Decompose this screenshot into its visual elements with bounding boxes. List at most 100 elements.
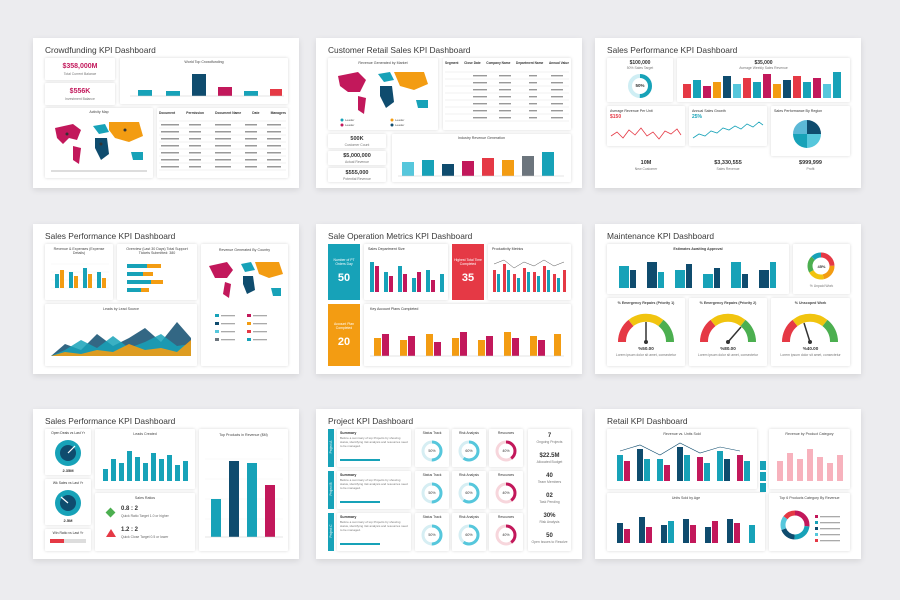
warning-triangle-icon (106, 529, 116, 537)
donut-chart (421, 524, 443, 546)
stat-card-investment: $556K Investment Balance (45, 83, 115, 105)
summary-card: Summary Before a summary of top Projects… (337, 471, 411, 509)
slide-sales-performance-2[interactable]: Sales Performance KPI Dashboard Revenue … (33, 224, 299, 374)
world-map (51, 122, 147, 172)
slide-sale-operation[interactable]: Sale Operation Metrics KPI Dashboard Num… (316, 224, 582, 374)
top-categories-card: Top 6 Products Category By Revenue (769, 493, 850, 551)
slide-title: Sales Performance KPI Dashboard (45, 416, 176, 426)
pie-chart (793, 120, 821, 148)
card-title: Status Track (422, 431, 442, 435)
slide-sales-performance-3[interactable]: Sales Performance KPI Dashboard Open Dea… (33, 409, 299, 559)
bar-chart (398, 152, 564, 177)
slide-customer-retail[interactable]: Customer Retail Sales KPI Dashboard Reve… (316, 38, 582, 188)
donut-value: 40% (502, 491, 510, 495)
table-header-cell: Company Name (486, 61, 511, 65)
chart-title: Sales Department Size (368, 247, 405, 251)
kpi-value: 20 (337, 336, 351, 348)
project-tab[interactable]: Project C (328, 513, 334, 551)
progress-bar (50, 539, 86, 543)
sales-ratios-card: Sales Ratios 0.8 : 2 Quick Ratio Target … (95, 493, 195, 551)
status-track-card: Status Track 50% (415, 513, 449, 551)
stat-value: 30% (543, 513, 556, 519)
gauge-value: 2.5M (63, 518, 73, 523)
stat-customer-count: 500K Customer Count (328, 134, 386, 148)
chart-title: Revenue vs. Units Sold (663, 432, 701, 436)
donut-value: 50% (428, 449, 436, 453)
activity-map-card: Activity Map (45, 108, 153, 178)
risk-analysis-card: Risk Analysis 60% (452, 429, 486, 467)
stat-value: $3,330,555 (714, 160, 742, 166)
gauge-chart (781, 313, 839, 344)
table-header-cell: Date (252, 111, 260, 115)
slide-sales-performance-1[interactable]: Sales Performance KPI Dashboard $100,000… (595, 38, 861, 188)
estimates-chart: Estimates Awaiting Approval (607, 244, 789, 294)
country-revenue-card: Revenue Generated By Country (201, 244, 288, 366)
area-chart (51, 322, 191, 356)
stat-value: $5,000,000 (343, 153, 371, 159)
summary-text: Before a summary of top Projects by show… (340, 520, 408, 532)
slide-title: Crowdfunding KPI Dashboard (45, 45, 156, 55)
product-category-chart: Revenue by Product Category (769, 429, 850, 489)
bar-chart (493, 259, 566, 292)
kpi-value: 50 (337, 272, 351, 284)
donut-chart (458, 482, 480, 504)
market-map-card: Revenue Generated by Market Leader Leader… (328, 58, 438, 130)
project-stats-panel: 7 Ongoing Projects $22.5M Allocated Budg… (528, 429, 571, 551)
slide-crowdfunding[interactable]: Crowdfunding KPI Dashboard $358,000M Tot… (33, 38, 299, 188)
card-value: 25% (692, 114, 703, 120)
summary-title: Summary (340, 473, 357, 477)
card-title: Win Ratio vs Last Yr (52, 531, 84, 535)
revenue-expenses-chart: Revenue & Expenses (Expense Details) (45, 244, 113, 300)
chart-title: Productivity Metrics (492, 247, 524, 251)
world-map (209, 262, 283, 341)
project-label: Project B (329, 482, 333, 496)
donut-label: % Unpaid Work (809, 284, 834, 288)
project-tab[interactable]: Project B (328, 471, 334, 509)
table-rows (445, 71, 569, 122)
donut-chart (421, 482, 443, 504)
project-tab[interactable]: Project A (328, 429, 334, 467)
donut-value: 40% (502, 533, 510, 537)
donut-chart (495, 440, 517, 462)
ratio-value: 0.8 : 2 (121, 506, 139, 512)
card-value: $150 (610, 114, 622, 120)
donut-chart (780, 510, 840, 542)
status-track-card: Status Track 50% (415, 471, 449, 509)
horizontal-bar-chart (127, 264, 163, 292)
gauge-note: Lorem ipsum dolor sit amet, consectetur (615, 353, 677, 357)
summary-card: Summary Before a summary of top Projects… (337, 513, 411, 551)
revenue-units-chart: Revenue vs. Units Sold (607, 429, 757, 489)
card-title: Resources (497, 515, 515, 519)
risk-analysis-card: Risk Analysis 60% (452, 471, 486, 509)
card-title: Status Track (422, 515, 442, 519)
project-row-a: Project A Summary Before a summary of to… (328, 429, 524, 467)
productivity-chart: Productivity Metrics (488, 244, 571, 300)
donut-value: 60% (465, 491, 473, 495)
documents-table: Document Permission Document Name Date M… (157, 108, 288, 178)
win-ratio-card: Win Ratio vs Last Yr (45, 529, 91, 551)
stat-label: Profit (806, 167, 815, 171)
table-header-cell: Permission (186, 111, 205, 115)
stat-profit: $999,999 Profit (771, 160, 850, 180)
leads-source-chart: Leads by Lead Source (45, 304, 197, 366)
kpi-label: Number of PT Orders Day (333, 258, 355, 266)
ratio-label: Quick Close Target 0.5 or lower (121, 535, 169, 539)
chart-title: Revenue & Expenses (Expense Details) (53, 247, 105, 255)
slide-retail[interactable]: Retail KPI Dashboard Revenue vs. Units S… (595, 409, 861, 559)
kpi-value: 35 (461, 272, 475, 284)
slide-maintenance[interactable]: Maintenance KPI Dashboard Estimates Awai… (595, 224, 861, 374)
card-title: Annual Sales Growth (692, 109, 726, 113)
stat-value: 500K (350, 136, 364, 142)
bar-chart (370, 262, 444, 292)
slide-project[interactable]: Project KPI Dashboard Project A Summary … (316, 409, 582, 559)
bar-chart (617, 517, 755, 543)
svg-text:Leader: Leader (345, 118, 354, 122)
donut-chart (495, 524, 517, 546)
segment-table: Segment Close Date Company Name Departme… (443, 58, 571, 130)
avg-revenue-card: Average Revenue Per Unit $150 (607, 106, 685, 146)
bar-chart (617, 442, 750, 481)
gauge-value: %40.00 (802, 346, 819, 351)
chart-title: World Top Crowdfunding (184, 60, 224, 64)
unpaid-work-donut: 45% % Unpaid Work (793, 244, 850, 294)
bar-chart (777, 449, 843, 481)
